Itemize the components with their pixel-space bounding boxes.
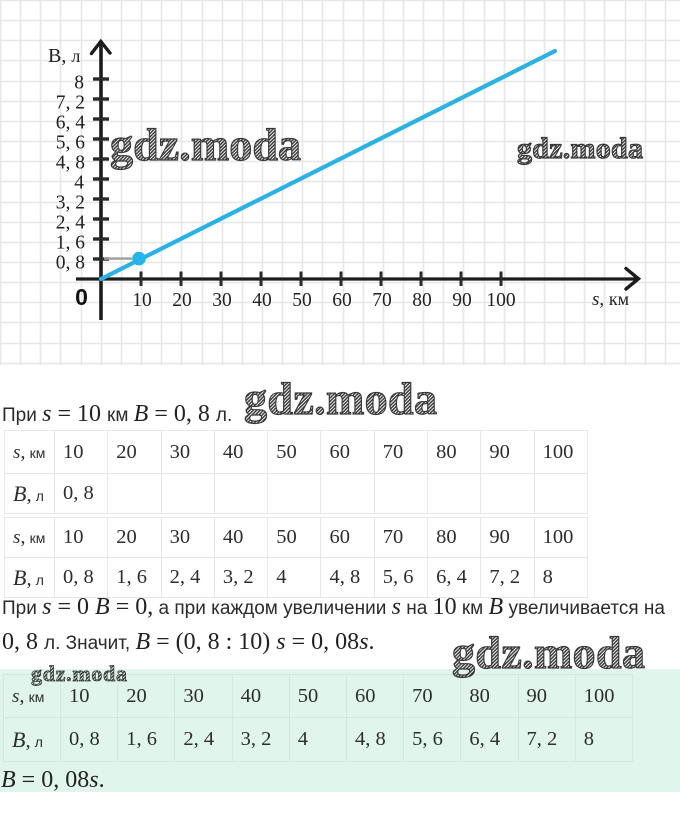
svg-text:0, 8: 0, 8 — [56, 253, 85, 274]
svg-text:7, 2: 7, 2 — [56, 93, 85, 114]
svg-text:80: 80 — [412, 290, 432, 311]
svg-text:50: 50 — [292, 290, 312, 311]
svg-text:2, 4: 2, 4 — [56, 213, 86, 234]
svg-text:40: 40 — [252, 290, 272, 311]
svg-text:1, 6: 1, 6 — [56, 233, 86, 254]
svg-text:4, 8: 4, 8 — [56, 153, 85, 174]
svg-text:10: 10 — [132, 290, 152, 311]
svg-text:5, 6: 5, 6 — [56, 133, 86, 154]
svg-text:20: 20 — [172, 290, 192, 311]
svg-text:0: 0 — [75, 284, 88, 310]
svg-text:s, км: s, км — [592, 289, 629, 310]
svg-text:100: 100 — [486, 290, 515, 311]
svg-text:90: 90 — [452, 290, 472, 311]
svg-text:60: 60 — [332, 290, 352, 311]
svg-text:70: 70 — [372, 290, 392, 311]
svg-text:gdz.moda: gdz.moda — [244, 373, 437, 424]
svg-text:В,л: В, л — [48, 45, 80, 67]
svg-text:6, 4: 6, 4 — [56, 113, 86, 134]
svg-text:3, 2: 3, 2 — [56, 193, 85, 214]
svg-text:4: 4 — [74, 173, 84, 194]
svg-text:8: 8 — [74, 73, 84, 94]
svg-text:30: 30 — [212, 290, 232, 311]
